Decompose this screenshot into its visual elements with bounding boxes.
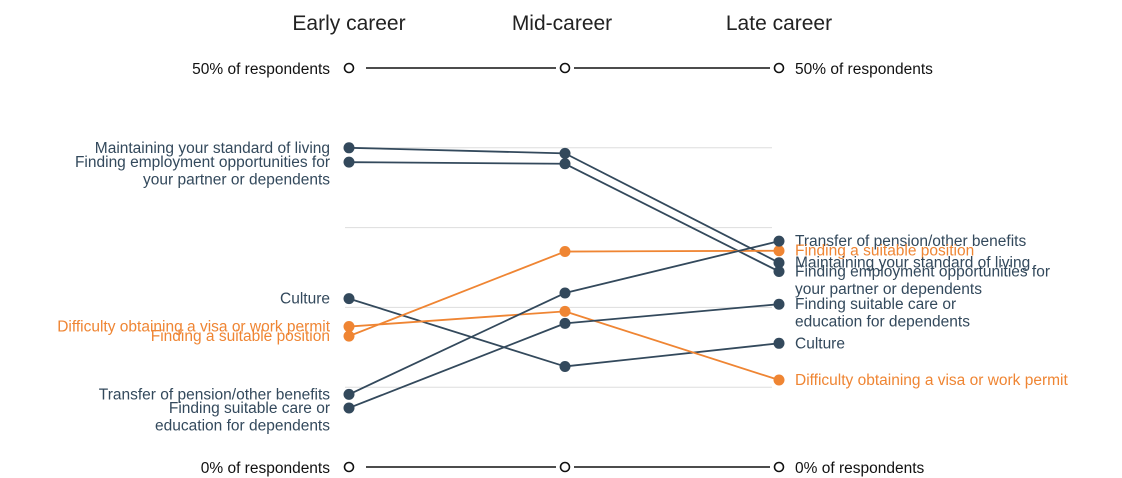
series-point: [773, 257, 785, 269]
series-point: [559, 246, 571, 258]
series-line: [564, 152, 780, 264]
series-line: [348, 146, 566, 155]
series-point: [343, 142, 355, 154]
series-label: Finding suitable care or: [169, 400, 330, 417]
reference-marker: [559, 62, 571, 74]
series-point: [559, 317, 571, 329]
column-title-early: Early career: [292, 12, 405, 35]
reference-marker: [343, 461, 355, 473]
gridlines: [345, 147, 772, 388]
column-title-late: Late career: [726, 12, 832, 35]
right-series-labels: Transfer of pension/other benefitsFindin…: [795, 233, 1068, 389]
series-point: [343, 388, 355, 400]
series-line: [348, 297, 566, 368]
series-point: [773, 374, 785, 386]
column-title-mid: Mid-career: [512, 12, 612, 35]
series-point: [559, 158, 571, 170]
left-series-labels: Maintaining your standard of livingFindi…: [57, 140, 330, 435]
series-point: [773, 235, 785, 247]
series-point: [773, 265, 785, 277]
series-point: [559, 147, 571, 159]
ref-label-top-right: 50% of respondents: [795, 61, 933, 78]
series-label: Culture: [795, 335, 845, 352]
ref-label-bottom-right: 0% of respondents: [795, 460, 925, 477]
series-label: Difficulty obtaining a visa or work perm…: [57, 319, 330, 336]
reference-marker: [343, 62, 355, 74]
reference-marker: [773, 62, 785, 74]
series-label: Transfer of pension/other benefits: [99, 386, 330, 403]
series-line: [564, 342, 780, 368]
series-label: Maintaining your standard of living: [95, 140, 330, 157]
series-line: [348, 310, 566, 328]
series-label: Finding suitable care or: [795, 296, 956, 313]
series-label: Finding a suitable position: [795, 243, 974, 260]
series-line: [348, 250, 566, 337]
reference-marker: [559, 461, 571, 473]
series-label: education for dependents: [795, 314, 970, 331]
series-point: [773, 298, 785, 310]
series-label: Transfer of pension/other benefits: [795, 233, 1026, 250]
series-line: [348, 292, 566, 396]
series-point: [559, 360, 571, 372]
series-point: [343, 402, 355, 414]
series-label: Maintaining your standard of living: [795, 255, 1030, 272]
series-label: your partner or dependents: [795, 281, 982, 298]
series-label: your partner or dependents: [143, 172, 330, 189]
series-points: [343, 142, 785, 414]
series-point: [343, 330, 355, 342]
series-line: [564, 162, 780, 273]
ref-label-top-left: 50% of respondents: [192, 61, 330, 78]
series-label: Difficulty obtaining a visa or work perm…: [795, 372, 1068, 389]
ref-label-bottom-left: 0% of respondents: [201, 460, 331, 477]
series-line: [348, 161, 566, 165]
series-label: Finding a suitable position: [151, 328, 330, 345]
series-line: [564, 303, 780, 325]
series-point: [773, 245, 785, 257]
series-label: Culture: [280, 291, 330, 308]
series-line: [564, 249, 780, 253]
series-line: [348, 322, 566, 409]
series-label: Finding employment opportunities for: [795, 263, 1050, 280]
series-point: [559, 287, 571, 299]
series-line: [564, 240, 780, 294]
reference-marker: [773, 461, 785, 473]
series-point: [343, 293, 355, 305]
series-point: [559, 305, 571, 317]
reference-lines: [343, 62, 785, 473]
series-point: [343, 321, 355, 333]
series-point: [343, 156, 355, 168]
series-label: education for dependents: [155, 417, 330, 434]
series-line: [564, 310, 780, 381]
series-lines: [348, 146, 780, 409]
series-label: Finding employment opportunities for: [75, 154, 330, 171]
series-point: [773, 337, 785, 349]
